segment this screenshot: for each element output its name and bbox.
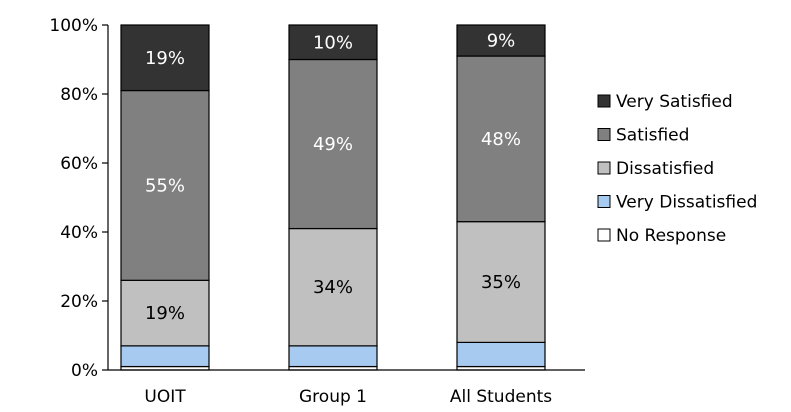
legend-item-no-response: No Response <box>597 226 726 246</box>
legend-swatch-dissatisfied <box>597 161 611 175</box>
bar-segment-uoit-very-satisfied <box>120 24 210 92</box>
data-label-group-1-very-satisfied: 10% <box>313 32 353 53</box>
bar-segment-group-1-very-dissatisfied <box>288 345 378 368</box>
legend-item-satisfied: Satisfied <box>597 126 689 146</box>
data-label-uoit-dissatisfied: 19% <box>145 303 185 324</box>
legend-item-dissatisfied: Dissatisfied <box>597 159 714 179</box>
data-label-group-1-dissatisfied: 34% <box>313 277 353 298</box>
y-tick-label: 80% <box>60 85 98 105</box>
legend-label-very-satisfied: Very Satisfied <box>616 92 733 112</box>
legend-swatch-very-dissatisfied <box>597 195 611 208</box>
x-tick-label-group-1: Group 1 <box>299 387 367 407</box>
bar-segment-uoit-dissatisfied <box>120 279 210 347</box>
legend-item-very-dissatisfied: Very Dissatisfied <box>597 193 757 213</box>
legend-swatch-very-satisfied <box>597 94 611 108</box>
legend-swatch-no-response <box>597 228 611 242</box>
legend-label-dissatisfied: Dissatisfied <box>616 159 714 179</box>
x-axis: UOIT Group 1 All Students <box>108 369 585 407</box>
y-axis: 0% 20% 40% 60% 80% 100% <box>49 16 109 381</box>
y-tick-label: 100% <box>49 16 98 36</box>
bar-segment-all-students-satisfied <box>456 55 546 223</box>
data-label-all-students-satisfied: 48% <box>481 129 521 150</box>
legend: Very Satisfied Satisfied Dissatisfied Very … <box>597 92 757 246</box>
data-label-uoit-satisfied: 55% <box>145 175 185 196</box>
bar-segment-all-students-very-dissatisfied <box>456 341 546 368</box>
legend-swatch-satisfied <box>597 128 611 141</box>
x-tick-label-uoit: UOIT <box>144 387 186 407</box>
x-tick-label-all-students: All Students <box>450 387 552 407</box>
legend-label-no-response: No Response <box>616 226 726 246</box>
data-label-group-1-satisfied: 49% <box>313 134 353 155</box>
data-label-all-students-dissatisfied: 35% <box>481 272 521 293</box>
data-label-uoit-very-satisfied: 19% <box>145 48 185 69</box>
legend-item-very-satisfied: Very Satisfied <box>597 92 733 112</box>
bar-segment-uoit-satisfied <box>120 89 210 281</box>
bar-segment-group-1-very-satisfied <box>288 24 378 61</box>
legend-label-satisfied: Satisfied <box>616 126 689 146</box>
y-tick-label: 60% <box>60 154 98 174</box>
plot-area: 19% 55% 19% 34% 49% 10% 35% 48% 9% <box>120 24 546 371</box>
bar-segment-all-students-very-satisfied <box>456 24 546 57</box>
y-tick-label: 0% <box>71 361 98 381</box>
legend-label-very-dissatisfied: Very Dissatisfied <box>616 193 757 213</box>
data-label-all-students-very-satisfied: 9% <box>487 31 516 52</box>
y-tick-label: 20% <box>60 292 98 312</box>
y-tick-label: 40% <box>60 223 98 243</box>
bar-segment-uoit-very-dissatisfied <box>120 345 210 368</box>
bar-segment-all-students-dissatisfied <box>456 221 546 343</box>
